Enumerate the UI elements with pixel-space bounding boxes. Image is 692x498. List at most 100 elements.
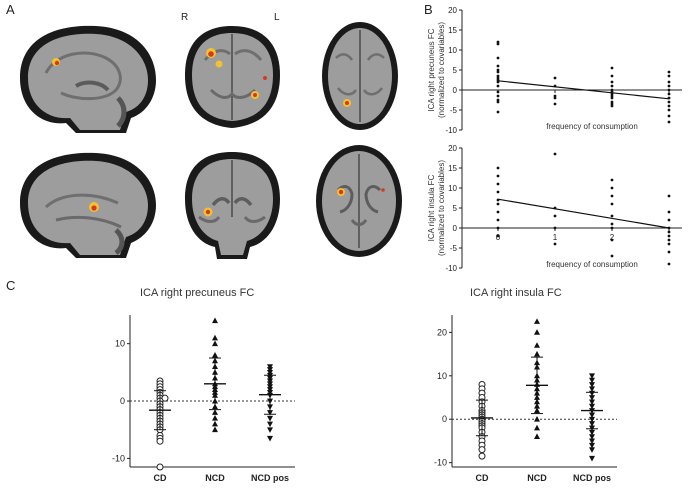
brain-sagittal-bottom [6, 145, 164, 260]
y-axis-label: ICA right insula FC [427, 174, 436, 241]
data-point [496, 76, 500, 80]
activation-blob [345, 101, 349, 105]
data-point [589, 373, 595, 379]
orientation-right-label: R [181, 12, 189, 23]
data-point [212, 409, 218, 415]
data-point [496, 98, 500, 102]
data-point [496, 94, 500, 98]
data-point [667, 230, 671, 234]
y-axis-label: ICA right precuneus FC [427, 28, 436, 111]
y-tick-label: 10 [115, 339, 125, 349]
y-tick-label: 0 [453, 86, 458, 95]
data-point [589, 455, 595, 462]
x-tick-label: CD [476, 473, 489, 483]
data-point [667, 88, 671, 92]
x-tick-label: NCD [205, 473, 225, 483]
data-point [496, 74, 500, 78]
activation-blob [338, 189, 344, 195]
data-point [496, 166, 500, 170]
data-point [667, 74, 671, 78]
data-point [589, 447, 595, 453]
x-tick-label: NCD pos [573, 473, 611, 483]
x-tick-label: NCD pos [251, 473, 289, 483]
activation-blob [381, 188, 385, 192]
data-point [267, 427, 273, 433]
data-point [667, 194, 671, 198]
data-point [667, 108, 671, 112]
x-tick-label: NCD [527, 473, 547, 483]
data-point [496, 40, 500, 44]
data-point [589, 434, 595, 440]
data-point [496, 64, 500, 68]
data-point [267, 415, 273, 422]
data-point [267, 421, 273, 428]
data-point [610, 194, 614, 198]
y-tick-label: 0 [453, 224, 458, 233]
chart-title-insula: ICA right insula FC [470, 287, 562, 299]
activation-blob [91, 205, 97, 211]
data-point [610, 66, 614, 70]
y-tick-label: -5 [450, 106, 458, 115]
chart-insula-groups: -10 0 10 20 CD NCD NCD pos [434, 315, 617, 483]
data-point [496, 42, 500, 46]
data-point [610, 222, 614, 226]
data-point [667, 104, 671, 108]
activation-blob [54, 60, 60, 66]
data-point [610, 74, 614, 78]
data-point [496, 182, 500, 186]
data-point [496, 210, 500, 214]
data-point [534, 342, 540, 348]
data-point [610, 238, 614, 242]
data-point [610, 214, 614, 218]
data-point [212, 317, 218, 324]
data-point [496, 174, 500, 178]
data-point [610, 88, 614, 92]
orientation-left-label: L [274, 12, 280, 23]
data-point [496, 68, 500, 72]
y-tick-label: 15 [448, 26, 457, 35]
y-tick-label: 10 [448, 184, 457, 193]
y-tick-label: -5 [450, 244, 458, 253]
data-point [667, 80, 671, 84]
y-tick-label: 20 [437, 327, 447, 337]
data-point [478, 446, 486, 454]
data-point [534, 433, 540, 439]
brain-sagittal-top [6, 18, 164, 133]
data-point [667, 242, 671, 246]
x-tick-label: CD [154, 473, 167, 483]
data-point [496, 56, 500, 60]
data-point [553, 76, 557, 80]
y-tick-label: -10 [445, 264, 457, 273]
data-point [610, 100, 614, 104]
regression-line [497, 198, 670, 229]
activation-blob [215, 60, 223, 68]
y-tick-label: 15 [448, 164, 457, 173]
y-tick-label: 20 [448, 144, 457, 153]
brain-coronal-bottom [175, 147, 290, 262]
data-point [496, 70, 500, 74]
data-point [610, 186, 614, 190]
y-tick-label: -10 [112, 453, 125, 463]
data-point [496, 218, 500, 222]
x-axis-label: frequency of consumption [546, 260, 638, 269]
data-point [534, 318, 540, 324]
data-point [212, 426, 218, 433]
data-point [667, 218, 671, 222]
data-point [553, 96, 557, 100]
data-point [667, 262, 671, 266]
activation-blob [253, 93, 257, 97]
data-point [534, 416, 540, 422]
data-point [496, 84, 500, 88]
data-point [534, 424, 540, 431]
data-point [212, 351, 218, 358]
data-point [589, 377, 595, 384]
data-point [610, 94, 614, 98]
data-point [667, 234, 671, 238]
data-point [610, 80, 614, 84]
data-point [212, 420, 218, 427]
panel-label-c: C [6, 278, 16, 293]
chart-precuneus-vs-frequency: -10 -5 0 5 10 15 20 ICA right precuneus FC (norm… [427, 6, 682, 135]
data-point [667, 92, 671, 96]
chart-title-precuneus: ICA right precuneus FC [140, 287, 255, 299]
y-tick-label: 5 [453, 66, 458, 75]
